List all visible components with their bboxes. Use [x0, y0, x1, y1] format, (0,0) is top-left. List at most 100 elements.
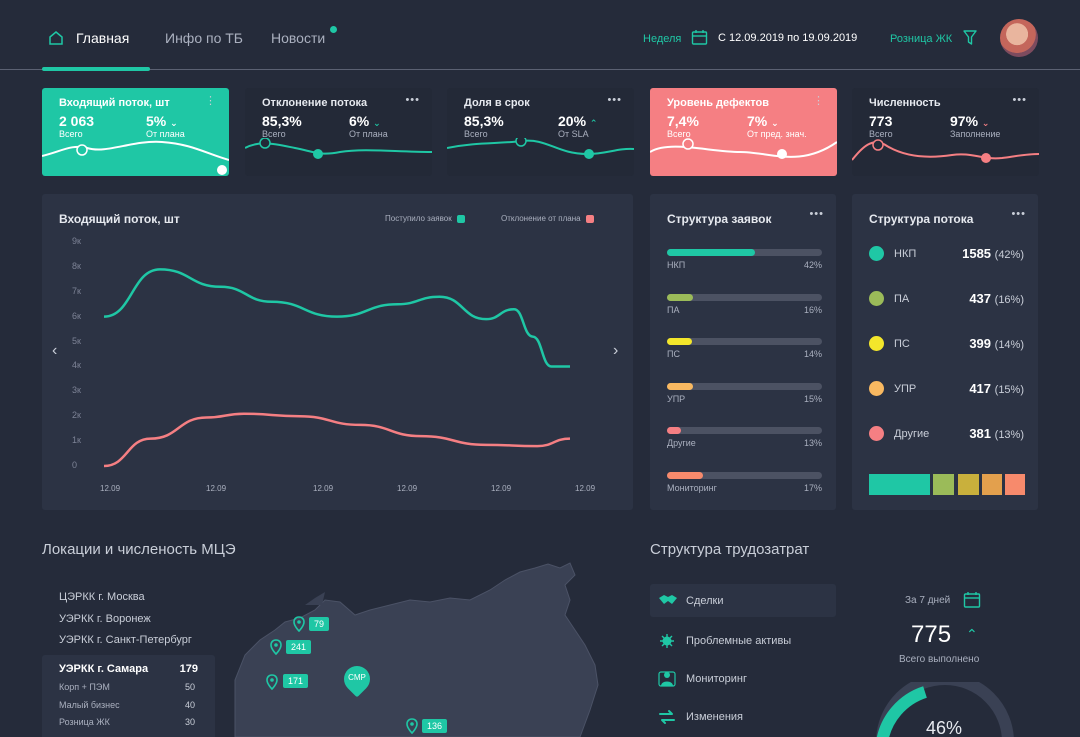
- series-line-received[interactable]: [103, 268, 570, 368]
- legend-received[interactable]: Поступило заявок: [385, 214, 465, 223]
- calendar-icon[interactable]: [691, 29, 708, 46]
- kpi-delta-label: От SLA: [558, 129, 589, 139]
- chevron-up-icon: ⌃: [966, 626, 978, 642]
- location-row-value: 50: [184, 682, 195, 692]
- bar-label: Мониторинг: [667, 482, 717, 493]
- bar-track: [667, 471, 822, 479]
- progress-gauge: [876, 682, 1014, 737]
- legend-dot: [869, 381, 884, 396]
- series-line-deviation[interactable]: [103, 412, 571, 468]
- map-pin-icon[interactable]: [293, 616, 305, 632]
- chevron-right-icon[interactable]: ›: [613, 342, 619, 359]
- period-selector[interactable]: Неделя: [643, 33, 682, 45]
- location-total: 179: [179, 663, 198, 675]
- labor-item-monitoring[interactable]: Мониторинг: [650, 662, 836, 695]
- incoming-flow-chart-panel: Входящий поток, шт Поступило заявок Откл…: [42, 194, 633, 510]
- flow-item[interactable]: УПР 417 (15%): [869, 379, 1024, 399]
- legend-dot: [869, 291, 884, 306]
- news-notification-dot: [330, 26, 337, 33]
- bar-track: [667, 293, 822, 301]
- kpi-card-flow-deviation[interactable]: Отклонение потока ••• 85,3% Всего 6% ⌄ О…: [245, 88, 432, 176]
- kpi-title: Численность: [869, 97, 941, 109]
- home-icon: [49, 31, 63, 45]
- x-tick-label: 12.09: [206, 484, 227, 493]
- y-tick-label: 8к: [72, 260, 81, 271]
- location-item[interactable]: УЭРКК г. Санкт-Петербург: [59, 634, 192, 646]
- kpi-label: Всего: [59, 129, 83, 139]
- kpi-delta: 7% ⌄: [747, 113, 779, 129]
- flow-label: УПР: [894, 383, 917, 395]
- kpi-card-headcount[interactable]: Численность ••• 773 Всего 97% ⌄ Заполнен…: [852, 88, 1039, 176]
- kpi-value: 85,3%: [262, 113, 302, 129]
- bar-percent: 14%: [803, 349, 822, 359]
- kpi-card-defect-level[interactable]: Уровень дефектов ⋮ 7,4% Всего 7% ⌄ От пр…: [650, 88, 837, 176]
- virus-icon: [660, 634, 674, 648]
- map-marker-badge[interactable]: 171: [283, 674, 309, 688]
- location-item[interactable]: УЭРКК г. Воронеж: [59, 613, 151, 625]
- bar-percent: 16%: [803, 304, 822, 315]
- chevron-left-icon[interactable]: ‹: [52, 342, 58, 359]
- date-range[interactable]: С 12.09.2019 по 19.09.2019: [718, 32, 858, 44]
- nav-news[interactable]: Новости: [271, 30, 326, 46]
- color-swatch: [1005, 474, 1025, 495]
- color-swatch: [982, 474, 1002, 495]
- more-icon[interactable]: •••: [1012, 94, 1027, 106]
- active-tab-indicator: [42, 67, 150, 71]
- legend-deviation[interactable]: Отклонение от плана: [501, 214, 594, 223]
- kpi-card-on-time-share[interactable]: Доля в срок ••• 85,3% Всего 20% ⌃ От SLA: [447, 88, 634, 176]
- nav-info[interactable]: Инфо по ТБ: [165, 30, 243, 46]
- chevron-down-icon: ⌄: [981, 118, 990, 128]
- bar-label: ПС: [667, 349, 680, 359]
- labor-item-problem-assets[interactable]: Проблемные активы: [650, 624, 836, 657]
- y-tick-label: 4к: [72, 360, 81, 371]
- calendar-icon[interactable]: [963, 591, 981, 609]
- map-pin-icon[interactable]: [266, 674, 278, 690]
- more-icon[interactable]: •••: [405, 94, 420, 106]
- flow-item[interactable]: ПА 437 (16%): [869, 289, 1024, 309]
- location-row-label: Малый бизнес: [59, 700, 120, 710]
- map-marker-badge[interactable]: 136: [422, 719, 448, 733]
- map-pin-icon[interactable]: [270, 639, 282, 655]
- more-icon[interactable]: •••: [1011, 208, 1026, 220]
- kpi-label: Всего: [667, 129, 691, 139]
- bar-label: НКП: [667, 260, 686, 270]
- kpi-title: Отклонение потока: [262, 97, 368, 109]
- nav-home[interactable]: Главная: [48, 30, 129, 46]
- kpi-value: 2 063: [59, 113, 95, 129]
- segment-filter[interactable]: Розница ЖК: [890, 33, 953, 45]
- kpi-delta: 20% ⌃: [558, 113, 598, 129]
- more-icon[interactable]: ⋮: [205, 95, 217, 107]
- flow-structure-panel: Структура потока ••• НКП 1585 (42%) ПА 437 …: [852, 194, 1038, 510]
- labor-item-deals[interactable]: Сделки: [650, 584, 836, 617]
- bar-track: [667, 249, 822, 256]
- flow-item[interactable]: НКП 1585 (42%): [869, 244, 1024, 264]
- chevron-up-icon: ⌃: [589, 118, 598, 128]
- total-completed-label: Всего выполнено: [899, 654, 980, 665]
- labor-item-changes[interactable]: Изменения: [650, 700, 836, 733]
- flow-value: 417 (15%): [969, 381, 1024, 396]
- kpi-card-incoming-flow[interactable]: Входящий поток, шт ⋮ 2 063 Всего 5% ⌄ От…: [42, 88, 229, 176]
- y-tick-label: 9к: [72, 236, 81, 246]
- selected-location-card[interactable]: УЭРКК г. Самара 179 Корп + ПЭМ 50 Малый …: [42, 655, 215, 737]
- bar-percent: 15%: [803, 393, 822, 404]
- more-icon[interactable]: •••: [607, 94, 622, 106]
- flow-value: 1585 (42%): [962, 246, 1024, 261]
- more-icon[interactable]: •••: [809, 208, 824, 220]
- flow-item[interactable]: ПС 399 (14%): [869, 334, 1024, 354]
- labor-title: Структура трудозатрат: [650, 541, 810, 558]
- flow-label: Другие: [894, 428, 930, 440]
- map-pin-icon[interactable]: [406, 718, 418, 734]
- chevron-down-icon: ⌄: [170, 118, 178, 128]
- map-marker-badge[interactable]: 79: [309, 617, 330, 631]
- map-marker-badge[interactable]: 241: [286, 640, 312, 654]
- filter-icon[interactable]: [962, 29, 978, 47]
- user-avatar[interactable]: [1000, 19, 1038, 57]
- flow-item[interactable]: Другие 381 (13%): [869, 424, 1024, 444]
- total-completed-value: 775: [911, 621, 952, 648]
- more-icon[interactable]: ⋮: [813, 95, 825, 107]
- location-item[interactable]: ЦЭРКК г. Москва: [59, 591, 145, 603]
- bar-label: Другие: [667, 438, 696, 448]
- sparkline: [650, 138, 837, 159]
- flow-value: 381 (13%): [969, 426, 1024, 441]
- y-tick-label: 7к: [72, 285, 81, 296]
